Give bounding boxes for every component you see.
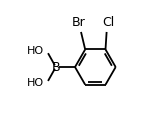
Text: Br: Br (72, 16, 86, 29)
Text: B: B (52, 61, 61, 74)
Text: Cl: Cl (102, 16, 114, 29)
Text: HO: HO (27, 46, 44, 56)
Text: HO: HO (27, 78, 44, 88)
